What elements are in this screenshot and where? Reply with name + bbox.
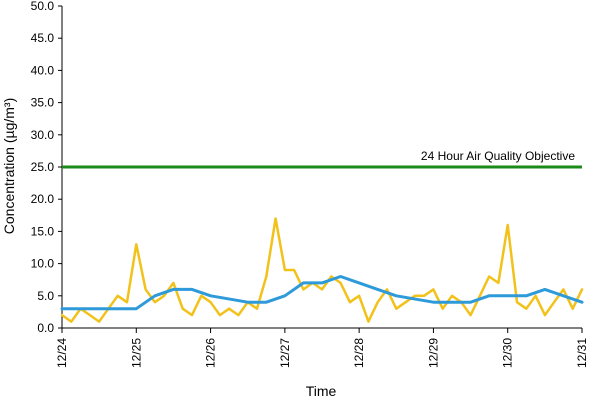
y-tick-label: 40.0 xyxy=(31,63,55,77)
series-1-line xyxy=(60,217,584,323)
y-tick-label: 30.0 xyxy=(31,128,55,142)
x-tick-label: 12/30 xyxy=(501,338,515,368)
x-tick-label: 12/31 xyxy=(575,338,589,368)
y-tick-label: 25.0 xyxy=(31,160,55,174)
y-tick-label: 50.0 xyxy=(31,0,55,13)
y-tick-label: 0.0 xyxy=(37,321,54,335)
x-tick-label: 12/27 xyxy=(278,338,292,368)
y-tick-label: 15.0 xyxy=(31,224,55,238)
x-tick-label: 12/28 xyxy=(352,338,366,368)
series-2-line xyxy=(60,275,584,311)
y-tick-label: 35.0 xyxy=(31,96,55,110)
y-tick-label: 45.0 xyxy=(31,31,55,45)
x-tick-label: 12/29 xyxy=(426,338,440,368)
x-tick-label: 12/25 xyxy=(129,338,143,368)
y-tick-label: 10.0 xyxy=(31,257,55,271)
objective-label: 24 Hour Air Quality Objective xyxy=(421,149,575,163)
y-tick-label: 5.0 xyxy=(37,289,54,303)
y-axis-title: Concentration (µg/m³) xyxy=(1,98,17,234)
x-axis-title: Time xyxy=(306,383,337,399)
x-tick-label: 12/24 xyxy=(55,338,69,368)
x-tick-label: 12/26 xyxy=(204,338,218,368)
y-tick-label: 20.0 xyxy=(31,192,55,206)
